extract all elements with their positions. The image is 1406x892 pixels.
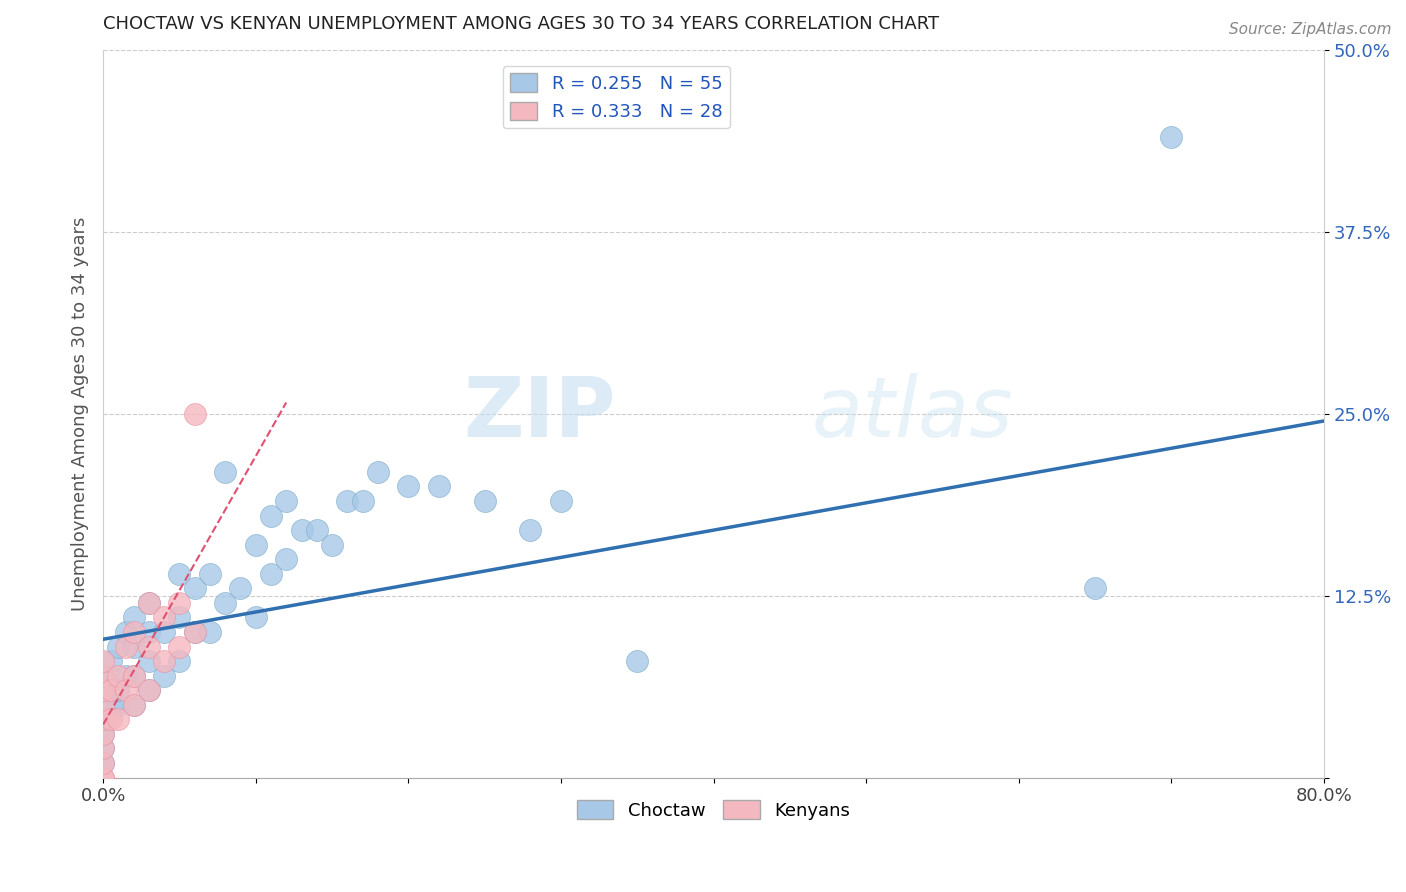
Point: [91, 712, 114, 726]
Point: [91, 741, 114, 756]
Point: [260, 508, 283, 523]
Point: [91, 741, 114, 756]
Point: [91, 668, 114, 682]
Point: [396, 479, 419, 493]
Point: [138, 640, 160, 654]
Point: [214, 465, 236, 479]
Point: [91, 727, 114, 741]
Point: [138, 596, 160, 610]
Point: [91, 698, 114, 712]
Point: [91, 668, 114, 682]
Point: [138, 654, 160, 668]
Point: [107, 640, 129, 654]
Point: [100, 698, 122, 712]
Point: [153, 625, 176, 640]
Point: [183, 582, 205, 596]
Point: [122, 640, 145, 654]
Point: [107, 698, 129, 712]
Point: [169, 640, 191, 654]
Point: [91, 683, 114, 698]
Point: [367, 465, 389, 479]
Point: [169, 566, 191, 581]
Point: [138, 683, 160, 698]
Point: [91, 683, 114, 698]
Point: [115, 640, 138, 654]
Point: [153, 668, 176, 682]
Point: [336, 494, 359, 508]
Point: [115, 683, 138, 698]
Point: [214, 596, 236, 610]
Point: [138, 625, 160, 640]
Point: [91, 654, 114, 668]
Point: [91, 771, 114, 785]
Point: [138, 596, 160, 610]
Point: [550, 494, 572, 508]
Point: [100, 654, 122, 668]
Point: [290, 523, 312, 537]
Point: [100, 712, 122, 726]
Point: [91, 712, 114, 726]
Point: [122, 698, 145, 712]
Point: [198, 625, 221, 640]
Point: [91, 756, 114, 770]
Point: [276, 494, 298, 508]
Point: [91, 683, 114, 698]
Text: atlas: atlas: [811, 373, 1012, 454]
Point: [245, 610, 267, 624]
Point: [260, 566, 283, 581]
Y-axis label: Unemployment Among Ages 30 to 34 years: Unemployment Among Ages 30 to 34 years: [72, 217, 89, 611]
Text: CHOCTAW VS KENYAN UNEMPLOYMENT AMONG AGES 30 TO 34 YEARS CORRELATION CHART: CHOCTAW VS KENYAN UNEMPLOYMENT AMONG AGE…: [103, 15, 939, 33]
Point: [169, 654, 191, 668]
Text: ZIP: ZIP: [464, 373, 616, 454]
Point: [198, 566, 221, 581]
Point: [107, 712, 129, 726]
Point: [183, 407, 205, 421]
Point: [229, 582, 252, 596]
Point: [153, 654, 176, 668]
Text: Source: ZipAtlas.com: Source: ZipAtlas.com: [1229, 22, 1392, 37]
Point: [138, 683, 160, 698]
Point: [1160, 130, 1182, 145]
Point: [519, 523, 541, 537]
Point: [91, 698, 114, 712]
Legend: Choctaw, Kenyans: Choctaw, Kenyans: [569, 793, 858, 827]
Point: [122, 698, 145, 712]
Point: [276, 552, 298, 566]
Point: [169, 596, 191, 610]
Point: [321, 538, 343, 552]
Point: [183, 625, 205, 640]
Point: [183, 625, 205, 640]
Point: [107, 668, 129, 682]
Point: [245, 538, 267, 552]
Point: [122, 625, 145, 640]
Point: [1084, 582, 1107, 596]
Point: [115, 625, 138, 640]
Point: [107, 683, 129, 698]
Point: [427, 479, 450, 493]
Point: [91, 727, 114, 741]
Point: [91, 771, 114, 785]
Point: [305, 523, 328, 537]
Point: [474, 494, 496, 508]
Point: [100, 683, 122, 698]
Point: [153, 610, 176, 624]
Point: [122, 610, 145, 624]
Point: [352, 494, 374, 508]
Point: [91, 756, 114, 770]
Point: [115, 668, 138, 682]
Point: [122, 668, 145, 682]
Point: [626, 654, 648, 668]
Point: [122, 668, 145, 682]
Point: [169, 610, 191, 624]
